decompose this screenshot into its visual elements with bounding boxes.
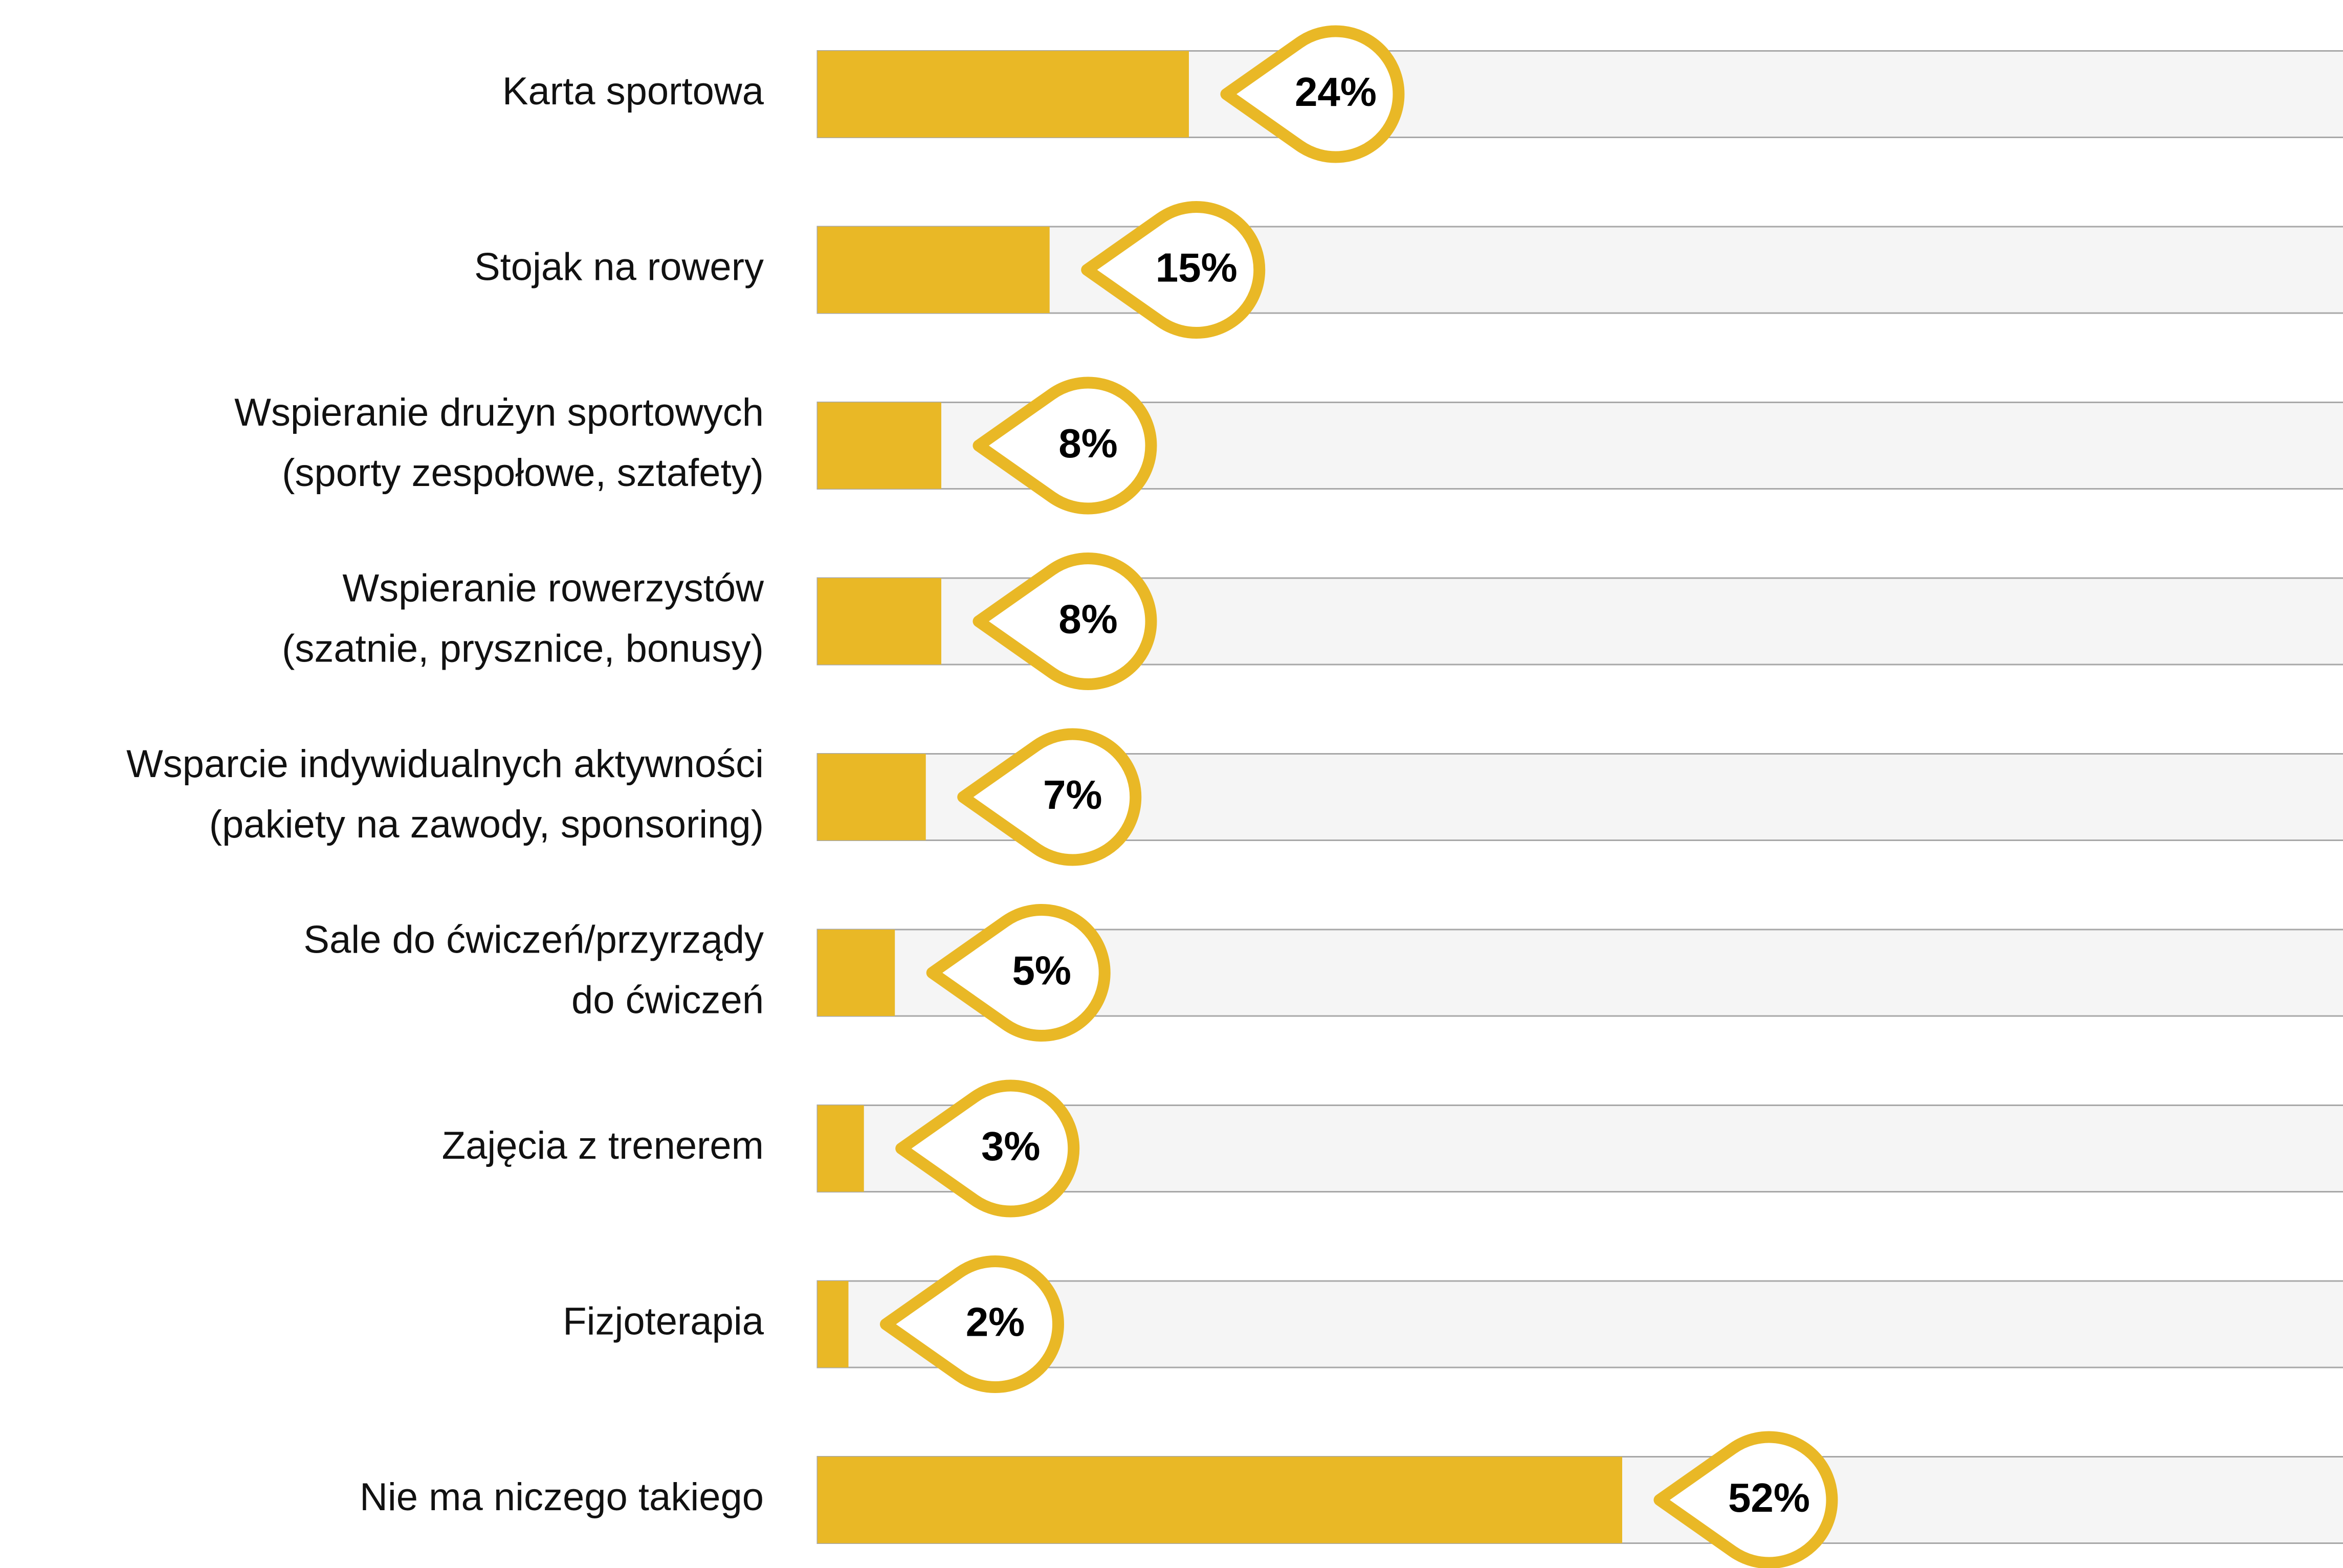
value-label: 3% — [981, 1123, 1041, 1169]
value-pin — [895, 1079, 1080, 1218]
bar — [817, 1105, 864, 1192]
category-label: Karta sportowa — [502, 70, 764, 113]
category-line: (sporty zespołowe, sztafety) — [282, 451, 764, 495]
category-line: (pakiety na zawody, sponsoring) — [209, 803, 764, 846]
value-label: 8% — [1058, 597, 1118, 642]
bar — [817, 51, 1189, 138]
bar — [817, 1456, 1622, 1543]
value-pin — [880, 1255, 1064, 1393]
category-label: Wsparcie indywidualnych aktywności (pakie… — [126, 742, 764, 846]
bar — [817, 402, 941, 489]
value-pin — [926, 904, 1111, 1042]
category-label: Nie ma niczego takiego — [360, 1475, 764, 1519]
category-line: Stojak na rowery — [474, 246, 764, 289]
bar — [817, 1281, 849, 1367]
value-label: 8% — [1058, 421, 1118, 466]
value-pin — [1220, 25, 1405, 163]
category-label: Wspieranie rowerzystów (szatnie, prysznic… — [282, 567, 764, 671]
value-label: 24% — [1295, 69, 1377, 115]
value-pin — [1653, 1431, 1838, 1568]
bar — [817, 578, 941, 665]
value-pin — [957, 728, 1142, 866]
value-label: 5% — [1012, 948, 1071, 993]
track — [816, 1280, 2343, 1368]
category-label: Fizjoterapia — [563, 1300, 764, 1343]
category-line: Wspieranie rowerzystów — [342, 567, 764, 610]
bar — [817, 754, 926, 841]
category-label: Wspieranie drużyn sportowych (sporty zesp… — [234, 391, 764, 495]
category-line: (szatnie, prysznice, bonusy) — [282, 627, 764, 671]
value-pin — [1081, 201, 1266, 339]
value-label: 15% — [1156, 245, 1237, 291]
category-line: Nie ma niczego takiego — [360, 1475, 764, 1519]
value-label: 2% — [966, 1299, 1025, 1345]
category-label: Stojak na rowery — [474, 246, 764, 289]
value-pin — [972, 377, 1157, 515]
category-line: Karta sportowa — [502, 70, 764, 113]
value-pin — [972, 553, 1157, 690]
category-line: Fizjoterapia — [563, 1300, 764, 1343]
value-label: 7% — [1043, 772, 1102, 818]
category-label: Zajęcia z trenerem — [442, 1124, 764, 1167]
bar — [817, 227, 1050, 313]
category-line: Wspieranie drużyn sportowych — [234, 391, 764, 434]
category-label: Sale do ćwiczeń/przyrządy do ćwiczeń — [303, 918, 764, 1022]
category-line: do ćwiczeń — [571, 979, 764, 1022]
category-line: Sale do ćwiczeń/przyrządy — [303, 918, 764, 962]
bar — [817, 930, 895, 1016]
track — [816, 226, 2343, 314]
value-label: 52% — [1728, 1475, 1810, 1520]
category-line: Wsparcie indywidualnych aktywności — [126, 742, 764, 786]
category-line: Zajęcia z trenerem — [442, 1124, 764, 1167]
